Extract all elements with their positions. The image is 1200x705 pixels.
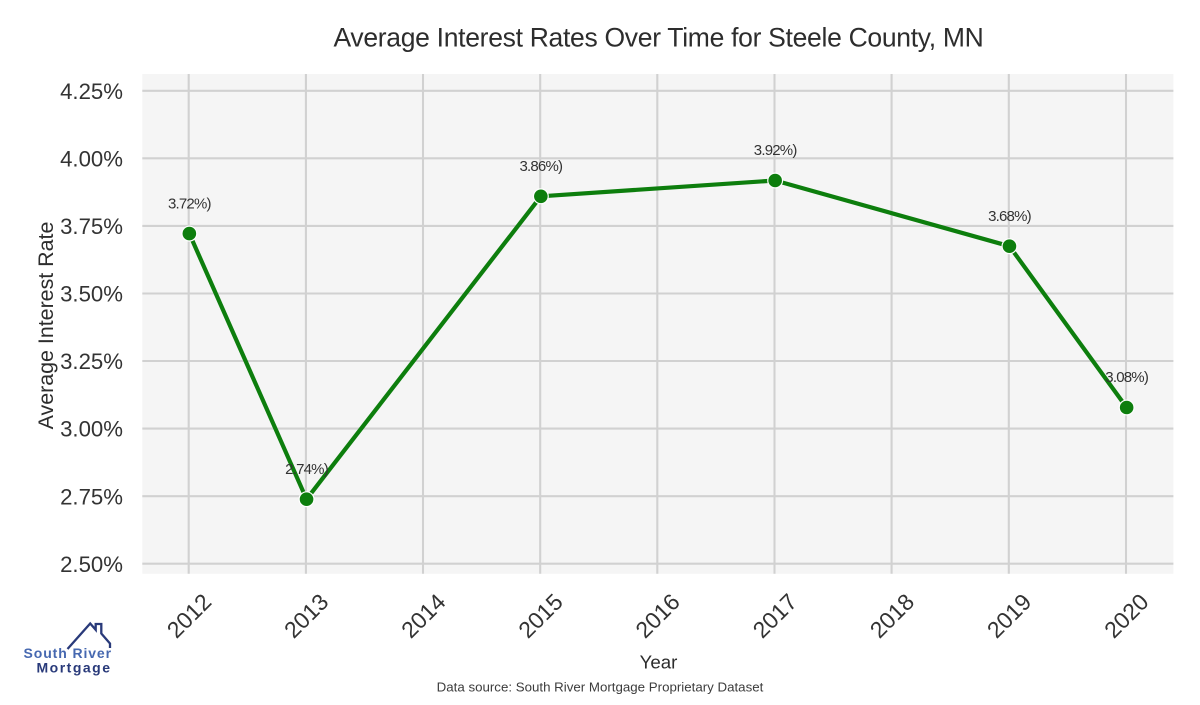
svg-text:Mortgage: Mortgage [37,660,112,676]
svg-text:4.00%: 4.00% [60,146,123,171]
svg-text:3.72%): 3.72%) [168,195,212,212]
svg-text:2.74%): 2.74%) [285,461,329,478]
svg-text:Average Interest Rate: Average Interest Rate [34,222,58,430]
svg-text:4.25%: 4.25% [60,79,123,104]
svg-text:3.25%: 3.25% [60,349,123,374]
svg-text:3.00%: 3.00% [60,417,123,442]
svg-text:South River: South River [24,645,112,661]
svg-text:2.75%: 2.75% [60,484,123,509]
svg-text:Average Interest Rates Over Ti: Average Interest Rates Over Time for Ste… [333,23,983,53]
svg-text:3.92%): 3.92%) [754,142,798,159]
svg-text:3.08%): 3.08%) [1105,369,1149,386]
svg-text:Data source: South River Mortg: Data source: South River Mortgage Propri… [437,680,764,695]
svg-text:3.50%: 3.50% [60,282,123,307]
svg-text:2.50%: 2.50% [60,552,123,577]
svg-text:3.68%): 3.68%) [988,208,1032,225]
svg-text:3.86%): 3.86%) [519,158,563,175]
svg-text:Year: Year [640,652,678,673]
svg-text:3.75%: 3.75% [60,214,123,239]
